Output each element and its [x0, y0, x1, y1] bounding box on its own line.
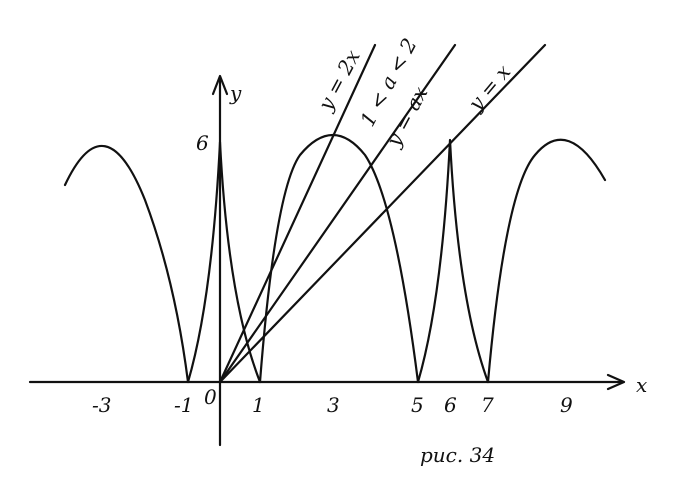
y-tick-label: 6 [196, 131, 209, 155]
line [218, 43, 457, 384]
y-axis-label: y [229, 81, 242, 105]
x-tick-label: 6 [444, 393, 457, 417]
y-arrow [211, 74, 229, 96]
curve [186, 140, 262, 384]
x-tick-labels: -3 -1 0 1 3 5 6 7 9 [92, 385, 573, 417]
x-tick-label: 3 [327, 393, 340, 417]
x-tick-label: -3 [92, 393, 111, 417]
line [218, 43, 547, 384]
x-tick-label: -1 [174, 393, 193, 417]
x-tick-label: 0 [204, 385, 217, 409]
x-arrow [606, 373, 626, 391]
x-tick-label: 5 [411, 393, 424, 417]
x-tick-label: 7 [481, 393, 494, 417]
x-axis-label: x [636, 373, 647, 397]
curve [486, 138, 607, 384]
caption: рис. 34 [420, 443, 495, 467]
curve [416, 138, 490, 384]
x-tick-label: 1 [252, 393, 265, 417]
line [218, 43, 377, 384]
curve [63, 144, 190, 384]
x-tick-label: 9 [560, 393, 573, 417]
